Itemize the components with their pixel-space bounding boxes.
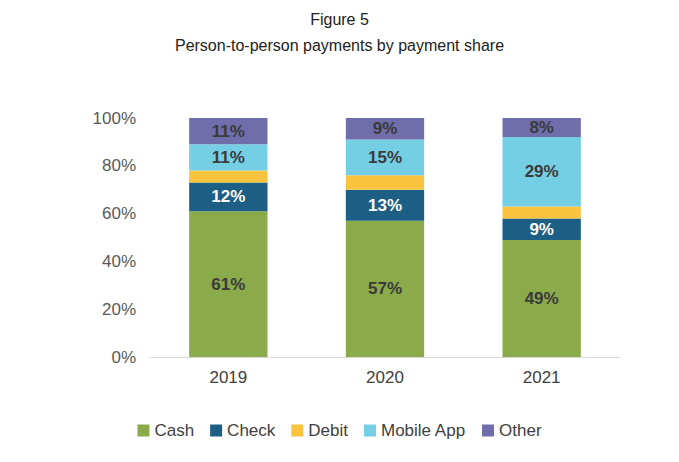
svg-text:57%: 57% xyxy=(368,279,402,298)
svg-text:0%: 0% xyxy=(111,348,136,367)
svg-text:Person-to-person payments by p: Person-to-person payments by payment sha… xyxy=(175,37,504,54)
svg-text:Cash: Cash xyxy=(154,421,194,440)
svg-text:8%: 8% xyxy=(529,118,554,137)
svg-text:9%: 9% xyxy=(529,220,554,239)
svg-text:13%: 13% xyxy=(368,196,402,215)
svg-text:11%: 11% xyxy=(212,122,245,141)
svg-text:Figure 5: Figure 5 xyxy=(310,11,369,28)
svg-text:15%: 15% xyxy=(368,148,402,167)
svg-text:2021: 2021 xyxy=(523,368,561,387)
svg-text:Other: Other xyxy=(499,421,542,440)
svg-text:20%: 20% xyxy=(102,300,136,319)
svg-text:2019: 2019 xyxy=(209,368,247,387)
svg-text:2020: 2020 xyxy=(366,368,404,387)
svg-text:40%: 40% xyxy=(102,252,136,271)
svg-text:Debit: Debit xyxy=(308,421,348,440)
svg-text:12%: 12% xyxy=(211,187,245,206)
svg-text:Check: Check xyxy=(227,421,276,440)
svg-text:29%: 29% xyxy=(525,162,559,181)
svg-text:49%: 49% xyxy=(525,289,559,308)
svg-text:100%: 100% xyxy=(93,109,136,128)
svg-text:80%: 80% xyxy=(102,156,136,175)
svg-text:Mobile App: Mobile App xyxy=(381,421,465,440)
svg-text:60%: 60% xyxy=(102,204,136,223)
svg-text:11%: 11% xyxy=(212,148,245,167)
svg-text:61%: 61% xyxy=(211,275,245,294)
svg-text:9%: 9% xyxy=(373,119,398,138)
